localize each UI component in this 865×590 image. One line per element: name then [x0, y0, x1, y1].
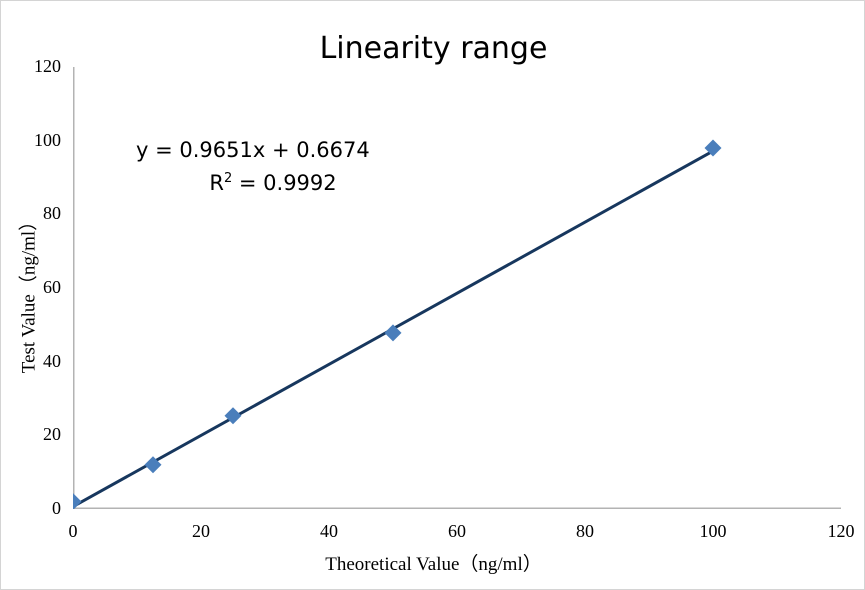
trendline-annotation: y = 0.9651x + 0.6674 R2 = 0.9992 — [136, 134, 426, 199]
y-tick-label: 120 — [34, 56, 61, 76]
x-tick-label: 120 — [827, 521, 855, 541]
y-tick-label: 40 — [43, 350, 61, 371]
r-squared-value: R2 = 0.9992 — [136, 167, 426, 200]
x-axis-title: Theoretical Value（ng/ml） — [325, 554, 542, 575]
y-tick-label: 0 — [52, 498, 61, 518]
y-tick-label: 60 — [43, 277, 61, 297]
r-squared-number: = 0.9992 — [232, 170, 337, 195]
plot-area — [73, 67, 841, 509]
regression-equation: y = 0.9651x + 0.6674 — [136, 138, 370, 162]
x-tick-label: 0 — [68, 521, 78, 541]
y-tick-label: 80 — [43, 203, 61, 224]
x-tick-label: 60 — [448, 521, 466, 541]
x-tick-label: 20 — [192, 521, 210, 541]
y-axis-title: Test Value（ng/ml） — [18, 211, 40, 374]
y-tick-label: 100 — [34, 129, 61, 150]
y-tick-label: 20 — [43, 424, 61, 445]
r-squared-prefix: R — [209, 170, 224, 195]
y-axis — [73, 67, 75, 509]
data-point-markers — [73, 139, 722, 509]
x-axis — [73, 507, 841, 509]
plot-svg — [73, 67, 841, 509]
r-squared-exponent: 2 — [223, 170, 233, 186]
chart-title: Linearity range — [319, 31, 548, 66]
x-tick-label: 40 — [320, 521, 338, 541]
x-tick-label: 80 — [576, 521, 594, 541]
x-tick-label: 100 — [699, 521, 727, 541]
